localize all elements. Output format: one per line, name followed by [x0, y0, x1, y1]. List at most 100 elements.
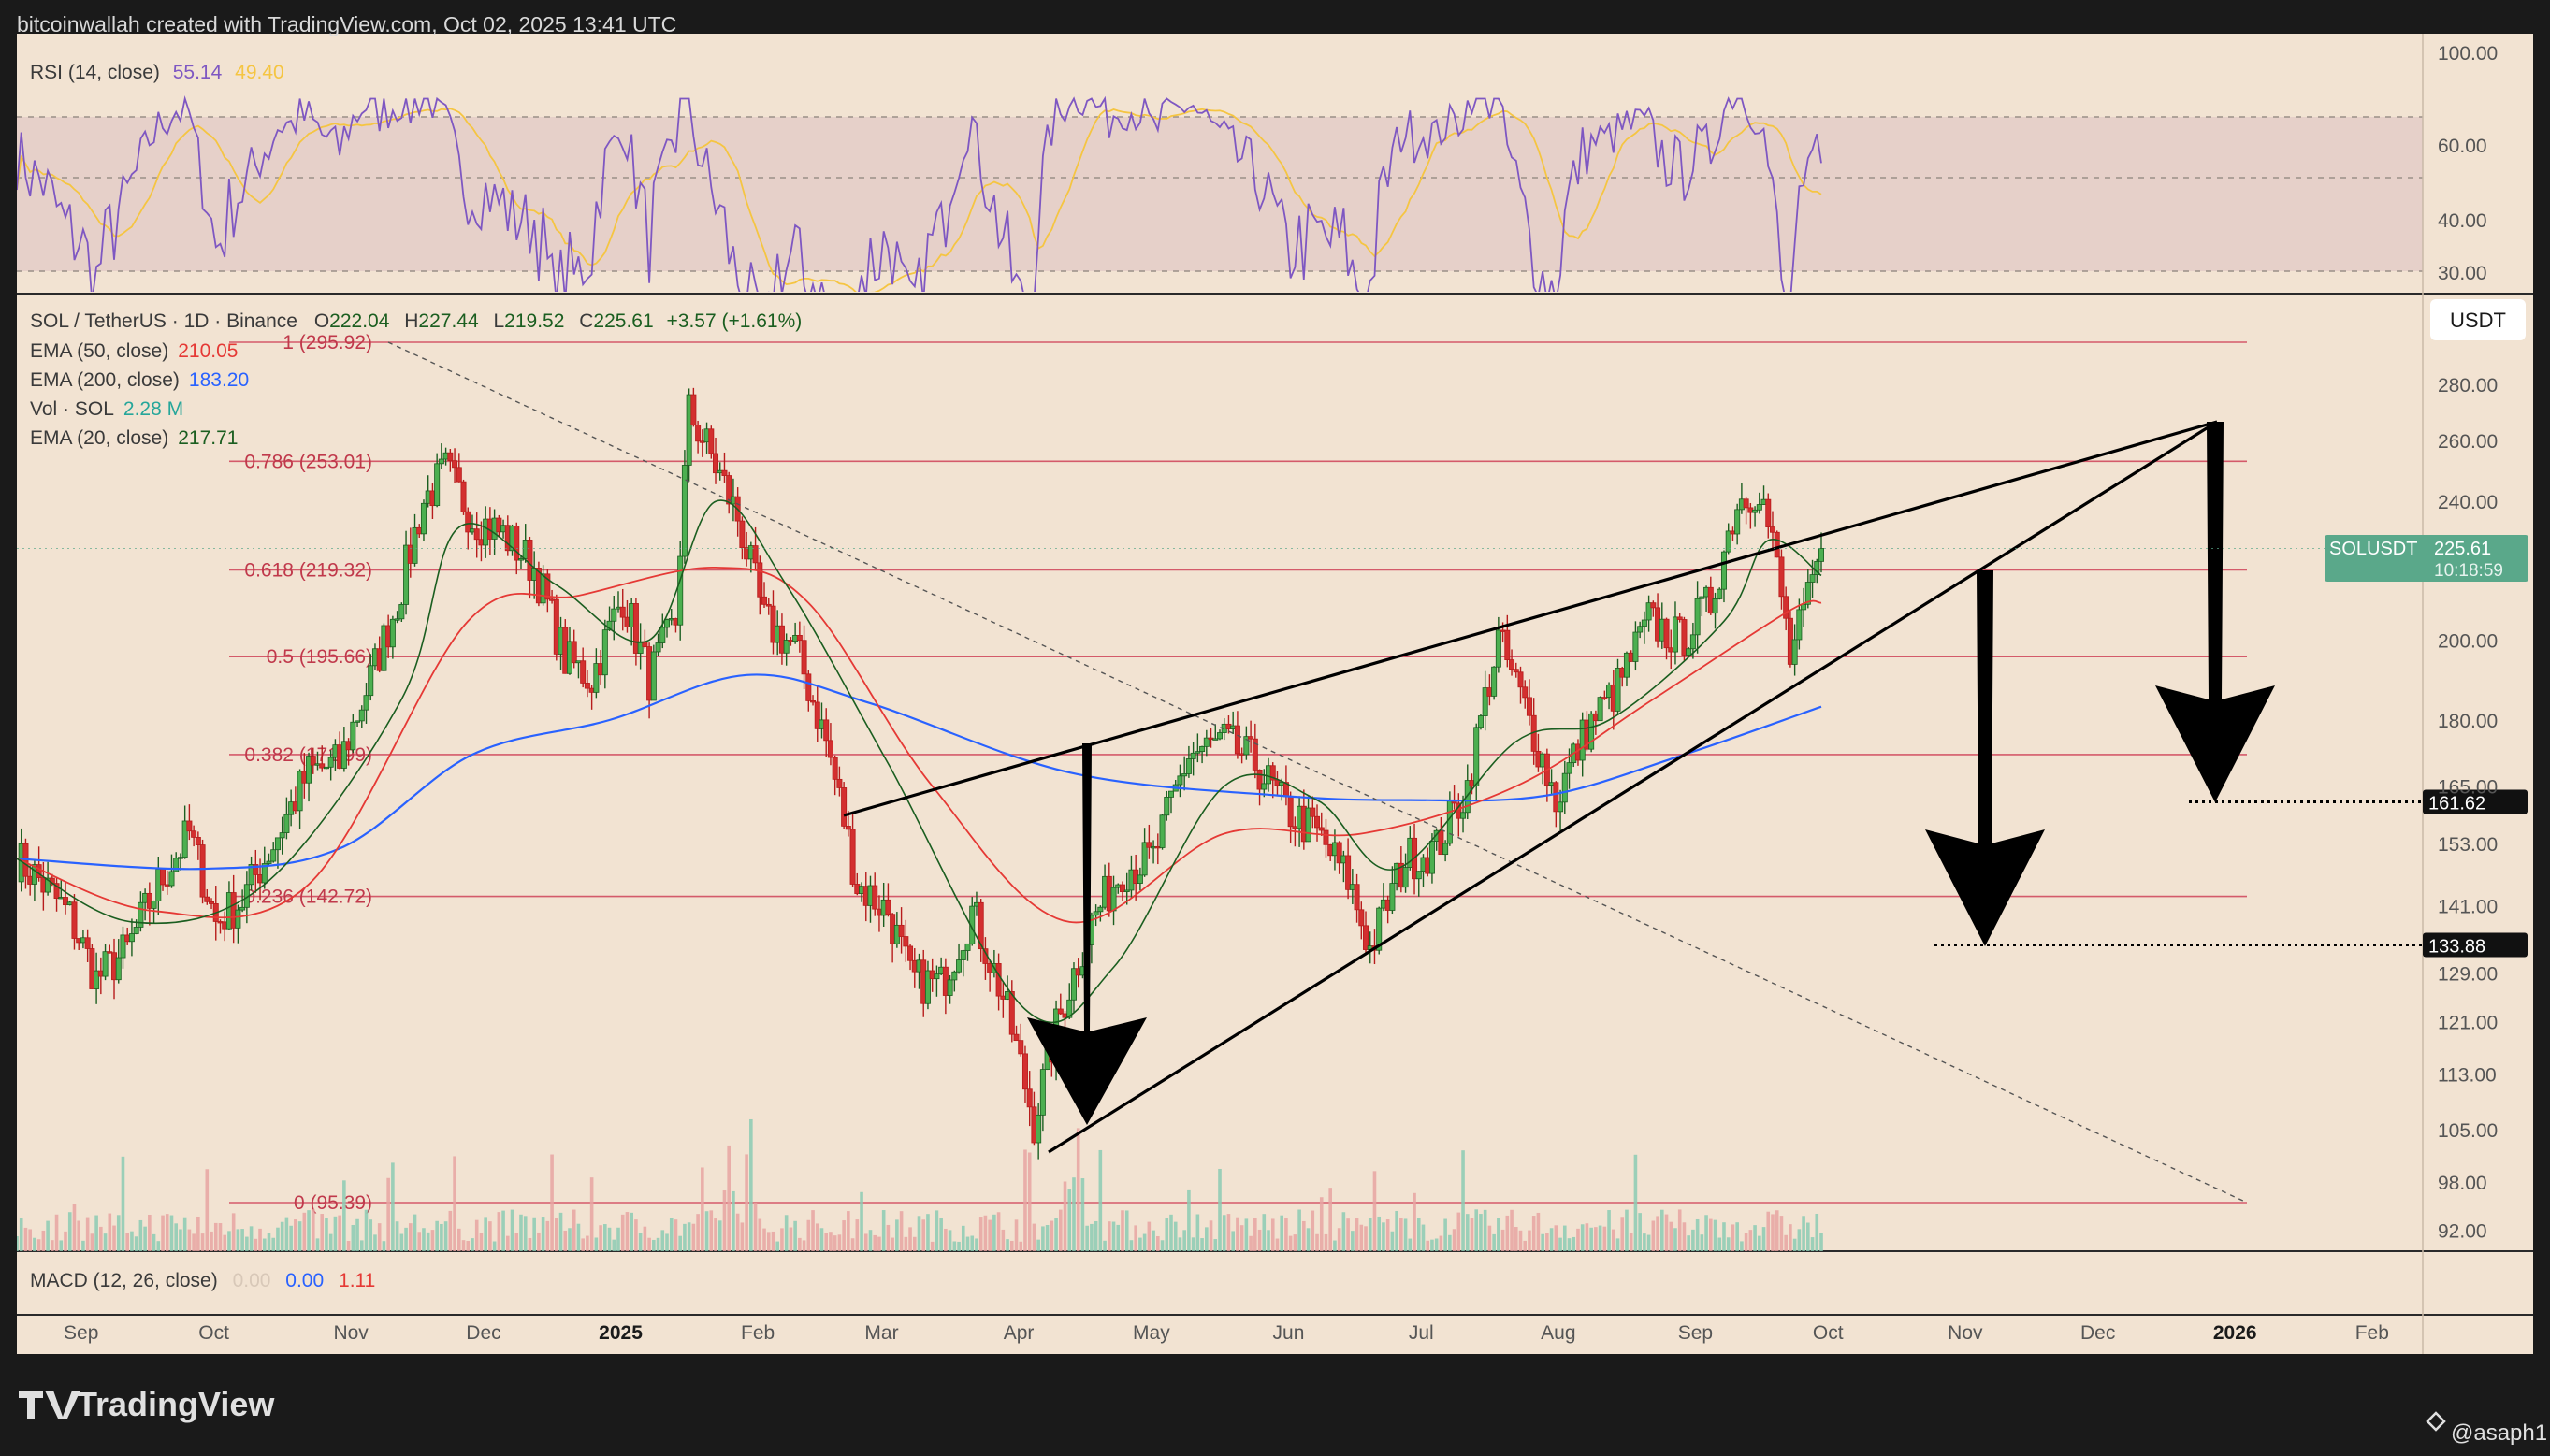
candle-body	[664, 619, 671, 628]
candle-body	[1517, 671, 1524, 688]
volume-bar	[488, 1221, 492, 1251]
volume-bar	[1802, 1216, 1805, 1251]
volume-bar	[603, 1224, 607, 1251]
volume-bar	[1244, 1218, 1249, 1251]
volume-bar	[1700, 1234, 1704, 1251]
volume-bar	[1288, 1235, 1293, 1251]
volume-bar	[1045, 1225, 1050, 1251]
volume-bar	[1585, 1223, 1589, 1251]
volume-bar	[77, 1220, 80, 1251]
volume-bar	[1377, 1216, 1382, 1251]
volume-bar	[1257, 1229, 1262, 1251]
time-axis-label: Sep	[64, 1322, 98, 1344]
volume-bar	[1775, 1210, 1779, 1251]
tradingview-logo[interactable]: TradingView	[19, 1385, 275, 1423]
volume-bar	[1421, 1224, 1426, 1251]
volume-bar	[881, 1210, 886, 1251]
volume-bar	[1434, 1238, 1439, 1251]
volume-bar	[1572, 1236, 1576, 1251]
price-axis-label: 240.00	[2438, 492, 2498, 513]
volume-bar	[877, 1236, 881, 1251]
diamond-icon	[2426, 1411, 2446, 1432]
candle-body	[1769, 526, 1775, 533]
volume-bar	[594, 1237, 599, 1251]
arrow-target-161	[2155, 422, 2275, 802]
candle-body	[438, 458, 444, 465]
volume-bar	[1792, 1238, 1797, 1251]
volume-bar	[944, 1228, 948, 1251]
volume-bar	[1492, 1233, 1496, 1251]
time-axis-label: Nov	[333, 1322, 369, 1344]
volume-bar	[581, 1238, 585, 1251]
candle-body	[456, 467, 462, 483]
candle-body	[761, 596, 768, 605]
candle-body	[778, 625, 785, 654]
volume-bar	[975, 1238, 978, 1251]
volume-bar	[284, 1217, 289, 1251]
candle-body	[420, 502, 427, 535]
price-axis-label: 113.00	[2438, 1064, 2497, 1086]
candle-body	[1123, 889, 1130, 893]
volume-bar	[1147, 1221, 1152, 1251]
candle-body	[978, 901, 984, 950]
volume-bar	[1523, 1240, 1528, 1251]
candle-body	[1248, 736, 1254, 740]
volume-bar	[1195, 1214, 1200, 1251]
candle-body	[274, 837, 281, 851]
candle-body	[1601, 697, 1608, 699]
volume-bar	[456, 1228, 461, 1251]
volume-bar	[422, 1228, 426, 1251]
symbol-legend[interactable]: SOL / TetherUS · 1D · Binance O222.04 H2…	[30, 310, 802, 332]
candle-body	[1066, 999, 1073, 1018]
candle-body	[872, 885, 878, 910]
volume-bar	[891, 1237, 894, 1251]
candle-body	[584, 683, 590, 689]
volume-bar	[1178, 1237, 1182, 1251]
volume-bar	[1094, 1220, 1098, 1251]
currency-button[interactable]: USDT	[2430, 299, 2526, 340]
candle-body	[1097, 906, 1104, 913]
volume-bar	[276, 1227, 280, 1251]
candle-body	[350, 721, 356, 751]
volume-bar	[1691, 1229, 1695, 1251]
candle-body	[907, 945, 914, 961]
volume-bar	[294, 1219, 297, 1251]
volume-bar	[802, 1240, 806, 1251]
volume-bar	[784, 1215, 789, 1251]
volume-bar	[908, 1227, 912, 1251]
volume-bar	[727, 1145, 731, 1251]
volume-bar	[1200, 1238, 1204, 1251]
fib-level-label: 0.5 (195.66)	[267, 646, 372, 668]
volume-bar	[1226, 1214, 1231, 1251]
current-price-tag[interactable]: SOLUSDT 225.61 10:18:59	[2325, 535, 2528, 582]
candle-body	[1217, 732, 1224, 740]
volume-bar	[528, 1237, 532, 1251]
legend-ema20[interactable]: EMA (20, close) 217.71	[30, 427, 238, 449]
candle-body	[1310, 807, 1316, 817]
volume-bar	[1337, 1228, 1341, 1251]
volume-bar	[99, 1226, 103, 1251]
volume-bar	[466, 1241, 471, 1251]
legend-ema200[interactable]: EMA (200, close) 183.20	[30, 369, 249, 391]
legend-ema50[interactable]: EMA (50, close) 210.05	[30, 340, 238, 362]
candle-body	[1389, 883, 1396, 911]
volume-bar	[868, 1230, 873, 1251]
volume-bar	[1054, 1218, 1058, 1251]
time-axis-label: Jun	[1273, 1322, 1305, 1344]
candle-body	[1018, 1040, 1024, 1055]
rsi-line	[17, 94, 1822, 292]
volume-bar	[1558, 1237, 1562, 1251]
author-badge[interactable]: @asaph1	[2426, 1411, 2547, 1446]
volume-bar	[19, 1218, 23, 1251]
volume-bar	[1784, 1234, 1788, 1251]
rsi-axis: 100.00 60.00 40.00 30.00	[2438, 43, 2498, 284]
volume-bar	[1041, 1226, 1045, 1251]
candle-body	[681, 465, 688, 557]
macd-legend[interactable]: MACD (12, 26, close) 0.00 0.00 1.11	[30, 1270, 375, 1291]
volume-bar	[1284, 1218, 1288, 1251]
legend-volume[interactable]: Vol · SOL 2.28 M	[30, 398, 183, 420]
candle-body	[708, 428, 715, 454]
candle-body	[270, 849, 277, 862]
volume-bar	[837, 1234, 842, 1251]
fib-level-label: 0.236 (142.72)	[244, 887, 372, 908]
